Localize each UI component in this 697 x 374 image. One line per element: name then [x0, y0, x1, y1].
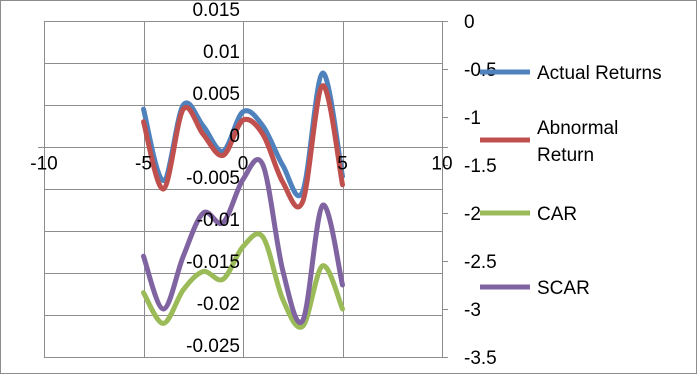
y-tick-label: -0.005	[186, 168, 240, 189]
legend-label: Actual Returns	[537, 63, 662, 84]
series-line-scar	[141, 156, 345, 326]
x-tick-label: -5	[135, 154, 152, 175]
y2-tick-label: -2	[464, 204, 481, 225]
legend-entry-actual-returns: Actual Returns	[480, 63, 662, 84]
y2-tick-label: -2.5	[464, 252, 497, 273]
y2-tick-label: -1	[464, 108, 481, 129]
y-tick-label: -0.015	[186, 252, 240, 273]
legend-label: CAR	[537, 204, 577, 225]
y-tick-label: -0.01	[197, 210, 240, 231]
x-tick-label: 5	[337, 154, 348, 175]
legend-entry-abnormal-return: Abnormal Return	[480, 118, 618, 166]
y-tick-label: 0.015	[192, 0, 240, 21]
y2-tick-label: -3.5	[464, 348, 497, 369]
series-line-abnormal-return	[141, 83, 345, 210]
legend-entry-car: CAR	[480, 204, 577, 225]
y-tick-label: 0.01	[203, 42, 240, 63]
y-tick-label: 0	[229, 126, 240, 147]
legend-entry-scar: SCAR	[480, 278, 590, 299]
x-tick-label: -10	[30, 154, 57, 175]
legend-label: Return	[537, 145, 594, 166]
y2-tick-label: -3	[464, 300, 481, 321]
legend-label: Abnormal	[537, 118, 618, 139]
y2-tick-label: 0	[464, 12, 475, 33]
legend-label: SCAR	[537, 278, 590, 299]
x-tick-label: 10	[431, 154, 452, 175]
y2-tick-label: -1.5	[464, 156, 497, 177]
y-tick-label: -0.025	[186, 336, 240, 357]
y-tick-label: 0.005	[192, 84, 240, 105]
x-tick-label: 0	[238, 154, 249, 175]
y-tick-label: -0.02	[197, 294, 240, 315]
series-line-car	[141, 231, 345, 330]
